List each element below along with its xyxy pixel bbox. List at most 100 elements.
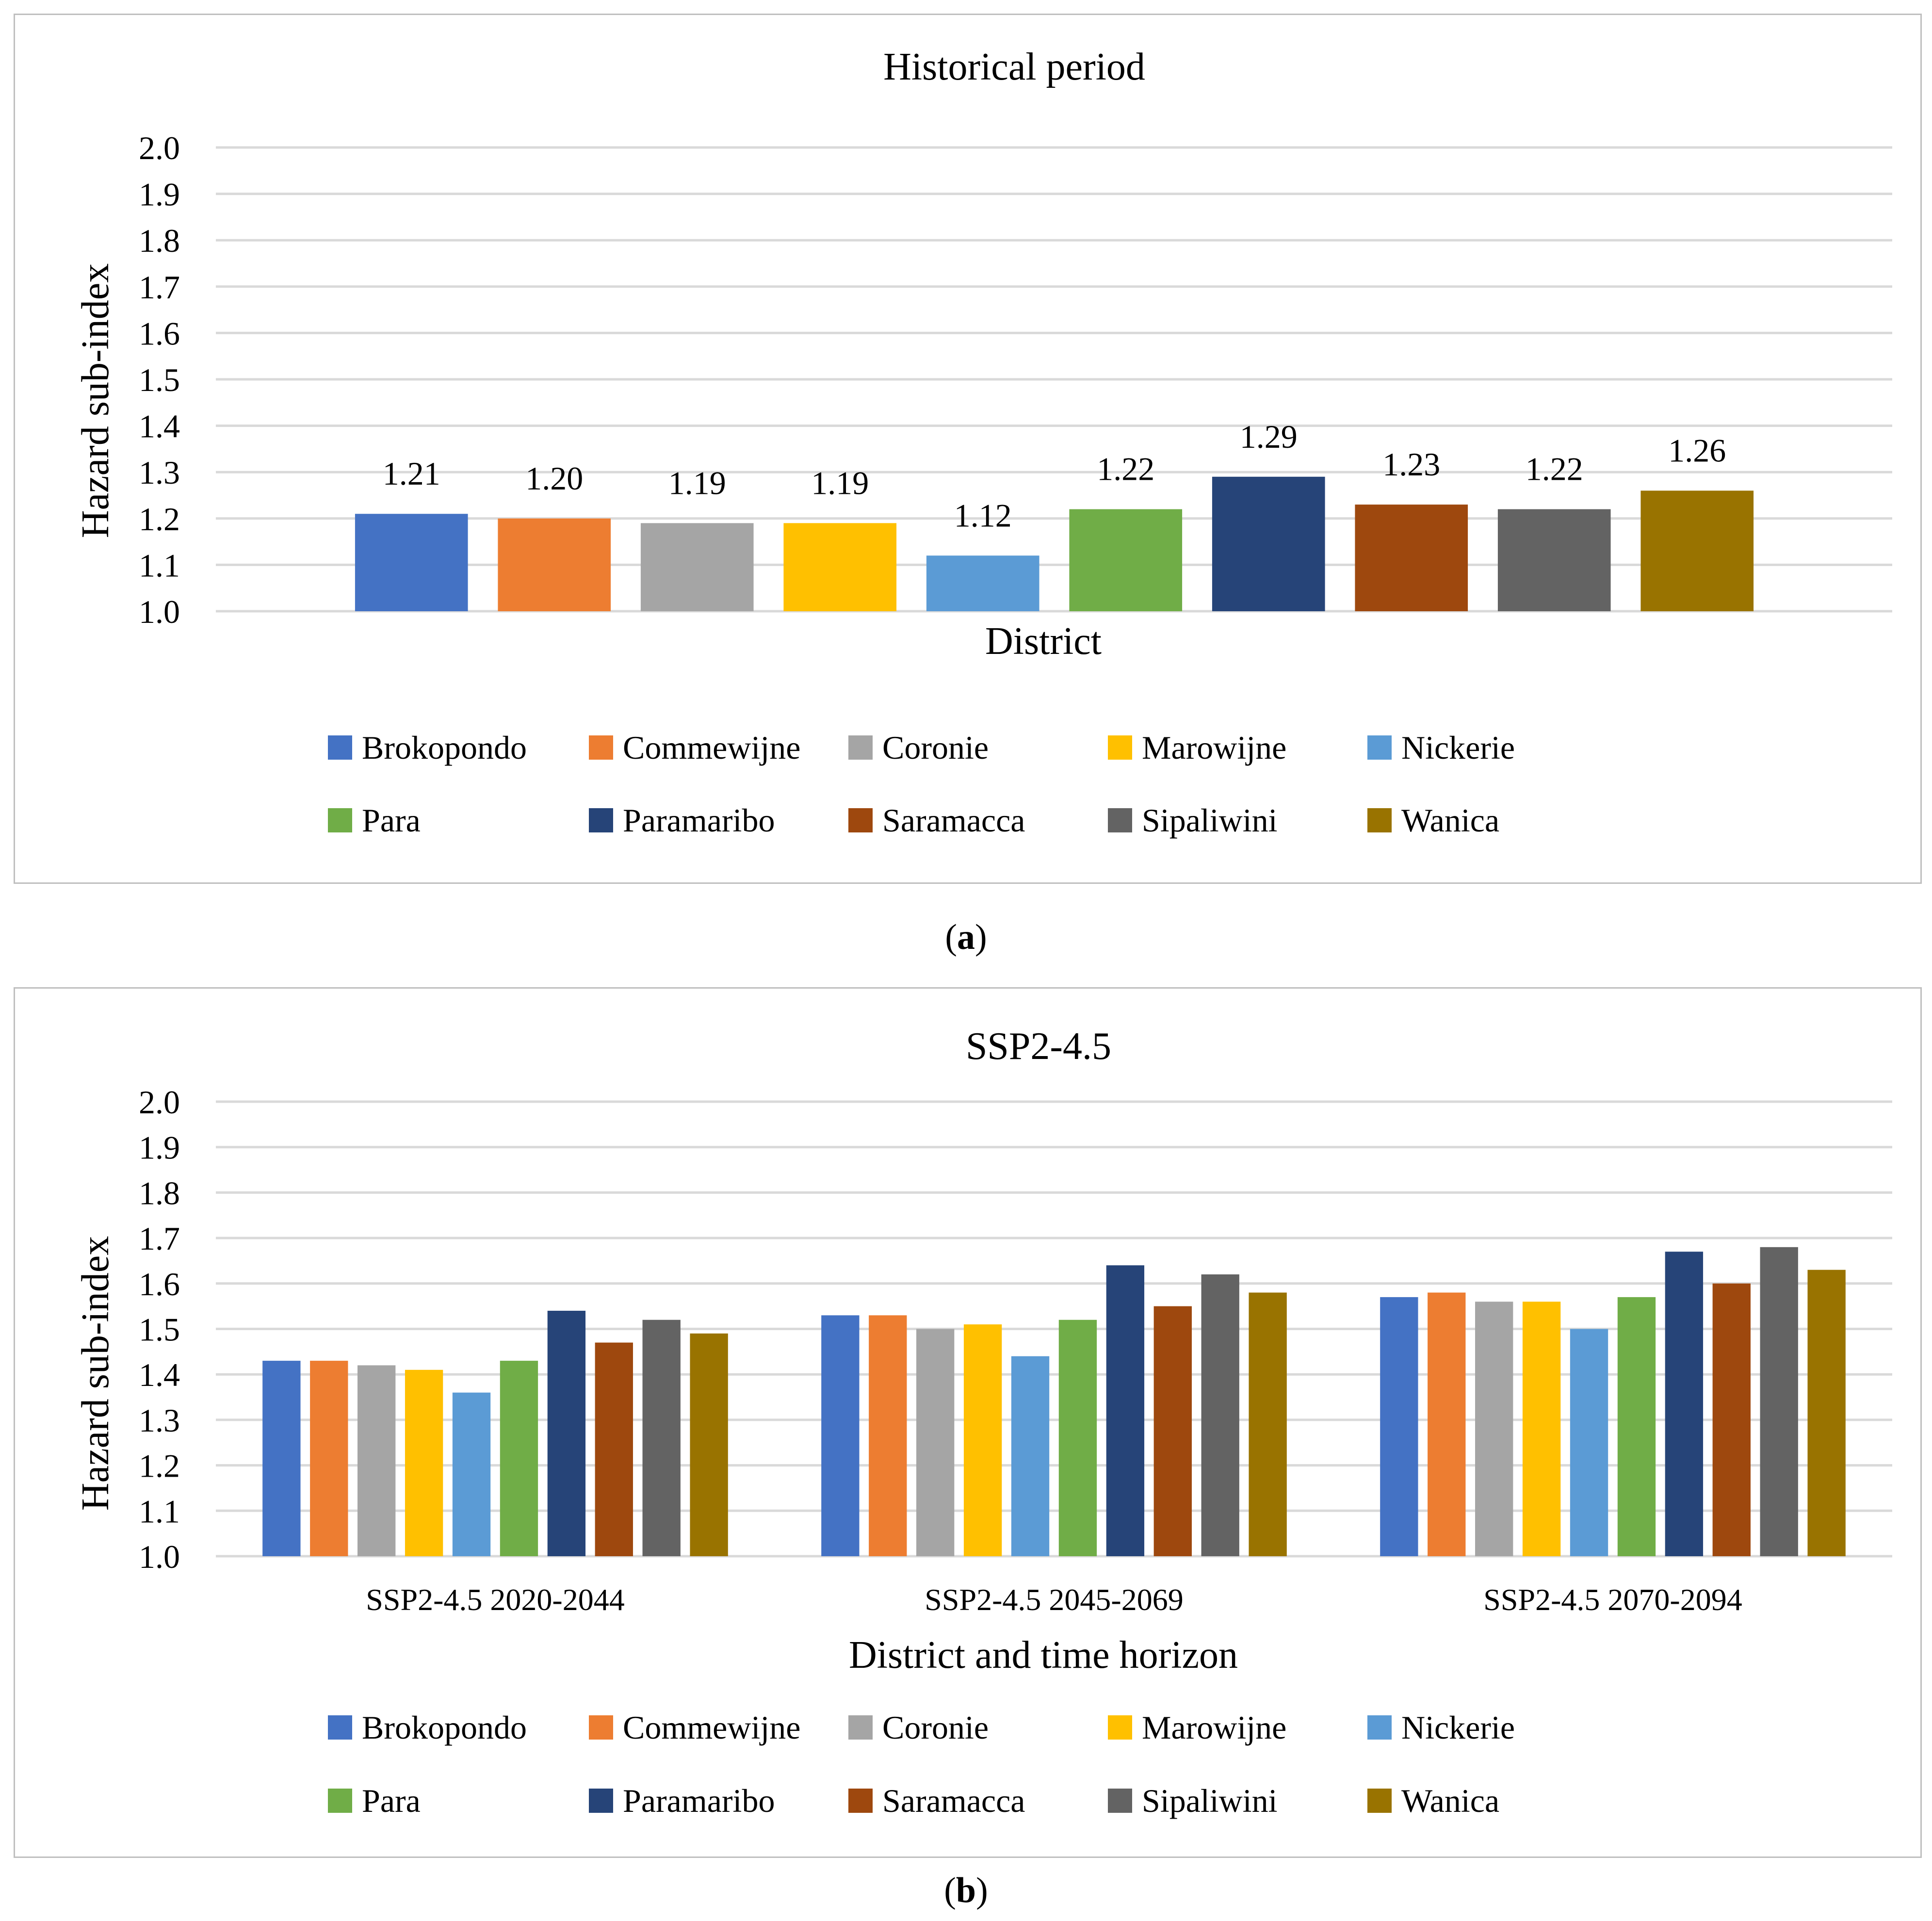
legend-swatch [1367, 735, 1392, 760]
bar-saramacca [1153, 1306, 1192, 1556]
data-label: 1.23 [1382, 446, 1440, 483]
legend-swatch [848, 735, 873, 760]
legend-item-sipaliwini: Sipaliwini [1108, 802, 1278, 839]
legend-swatch [328, 1715, 352, 1740]
bar-brokopondo [1380, 1297, 1418, 1556]
bar-wanica [1807, 1270, 1846, 1556]
y-tick-label: 1.3 [139, 454, 180, 491]
y-tick-label: 1.4 [139, 408, 180, 445]
bar-wanica [1640, 490, 1754, 611]
y-axis-title: Hazard sub-index [74, 263, 117, 538]
y-tick-label: 1.9 [139, 176, 180, 213]
legend-swatch [848, 808, 873, 832]
bar-nickerie [452, 1392, 491, 1556]
y-tick-label: 1.6 [139, 1266, 180, 1302]
legend-item-paramaribo: Paramaribo [589, 802, 775, 839]
y-tick-label: 1.0 [139, 593, 180, 630]
legend-swatch [1367, 808, 1392, 832]
legend-label: Nickerie [1401, 729, 1515, 766]
chart-title: SSP2-4.5 [966, 1025, 1111, 1068]
y-axis-title: Hazard sub-index [74, 1236, 117, 1511]
y-tick-label: 1.2 [139, 1448, 180, 1484]
y-tick-label: 2.0 [139, 130, 180, 166]
bar-paramaribo [1212, 476, 1325, 611]
bar-wanica [1249, 1292, 1287, 1556]
bar-marowijne [405, 1369, 443, 1556]
chart-a-frame: Historical period 1.0 1.1 1.2 1.3 1.4 1.5 1.6 1… [14, 14, 1922, 884]
bar-wanica [690, 1333, 728, 1556]
x-category-label: SSP2-4.5 2020-2044 [366, 1582, 624, 1617]
y-tick-label: 1.2 [139, 501, 180, 537]
bar-para [1069, 509, 1183, 611]
legend-label: Commewijne [623, 1709, 800, 1746]
legend-item-nickerie: Nickerie [1367, 1709, 1515, 1746]
legend-swatch [589, 808, 613, 832]
legend-item-saramacca: Saramacca [848, 802, 1025, 839]
legend-item-marowijne: Marowijne [1108, 1709, 1286, 1746]
bar-coronie [357, 1365, 396, 1556]
bar-nickerie [926, 555, 1039, 611]
caption-letter: b [956, 1871, 976, 1910]
legend-item-commewijne: Commewijne [589, 729, 800, 766]
bar-commewijne [310, 1361, 348, 1556]
legend-swatch [848, 1789, 873, 1813]
legend-swatch [1108, 1715, 1132, 1740]
chart-a: Historical period 1.0 1.1 1.2 1.3 1.4 1.5 1.6 1… [74, 46, 1892, 839]
legend-label: Paramaribo [623, 802, 775, 839]
caption-open: ( [945, 917, 957, 957]
legend-swatch [1108, 1789, 1132, 1813]
bar-saramacca [1355, 505, 1468, 611]
y-tick-label: 1.7 [139, 1220, 180, 1257]
legend-item-paramaribo: Paramaribo [589, 1782, 775, 1819]
legend-item-commewijne: Commewijne [589, 1709, 800, 1746]
legend-label: Coronie [882, 729, 989, 766]
bar-marowijne [963, 1324, 1002, 1556]
caption-close: ) [976, 1871, 988, 1910]
legend-label: Para [362, 1782, 421, 1819]
legend-swatch [589, 735, 613, 760]
bar-marowijne [1522, 1302, 1561, 1556]
y-tick-label: 1.4 [139, 1356, 180, 1393]
caption-open: ( [944, 1871, 956, 1910]
legend-swatch [589, 1789, 613, 1813]
data-label: 1.21 [383, 455, 440, 492]
legend-item-para: Para [328, 802, 421, 839]
legend-item-para: Para [328, 1782, 421, 1819]
caption-close: ) [975, 917, 987, 957]
legend-label: Saramacca [882, 802, 1025, 839]
legend-swatch [328, 735, 352, 760]
legend-item-brokopondo: Brokopondo [328, 1709, 527, 1746]
legend-swatch [589, 1715, 613, 1740]
bar-nickerie [1011, 1356, 1050, 1556]
data-label: 1.12 [954, 497, 1012, 534]
legend-item-nickerie: Nickerie [1367, 729, 1515, 766]
legend-label: Saramacca [882, 1782, 1025, 1819]
legend-item-wanica: Wanica [1367, 802, 1499, 839]
bar-commewijne [869, 1315, 907, 1556]
legend-item-wanica: Wanica [1367, 1782, 1499, 1819]
chart-b: SSP2-4.5 1.0 1.1 1.2 1.3 1.4 1.5 1.6 1.7 1.8 1.9 2… [74, 1025, 1892, 1819]
bar-para [500, 1361, 538, 1556]
y-tick-label: 1.1 [139, 547, 180, 584]
legend-swatch [1108, 808, 1132, 832]
bar-sipaliwini [1760, 1247, 1798, 1556]
legend-label: Sipaliwini [1142, 1782, 1278, 1819]
y-tick-label: 1.3 [139, 1402, 180, 1439]
bar-marowijne [783, 523, 897, 611]
legend-swatch [328, 1789, 352, 1813]
data-label: 1.26 [1668, 432, 1726, 469]
y-tick-label: 2.0 [139, 1084, 180, 1121]
legend-label: Paramaribo [623, 1782, 775, 1819]
legend-item-sipaliwini: Sipaliwini [1108, 1782, 1278, 1819]
bar-sipaliwini [1497, 509, 1611, 611]
legend-swatch [1108, 735, 1132, 760]
bar-sipaliwini [642, 1319, 681, 1556]
legend-label: Sipaliwini [1142, 802, 1278, 839]
legend-swatch [328, 808, 352, 832]
caption-letter: a [957, 917, 975, 957]
legend-label: Marowijne [1142, 729, 1286, 766]
caption-a: (a) [0, 919, 1932, 955]
y-tick-label: 1.9 [139, 1129, 180, 1166]
legend-swatch [848, 1715, 873, 1740]
legend-label: Wanica [1401, 1782, 1499, 1819]
